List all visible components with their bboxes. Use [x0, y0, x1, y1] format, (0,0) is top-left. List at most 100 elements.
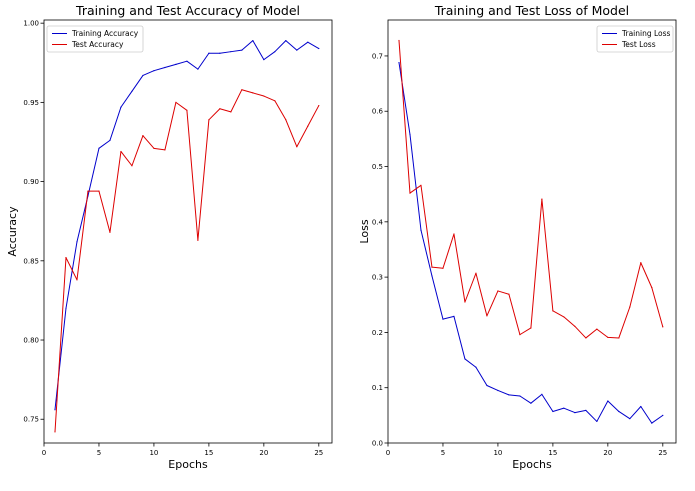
loss-data-point-test-loss [508, 293, 510, 295]
loss-data-point-training-loss [508, 394, 510, 396]
acc-data-point-test-accuracy [252, 92, 254, 94]
acc-data-point-test-accuracy [241, 89, 243, 91]
loss-data-point-test-loss [497, 290, 499, 292]
loss-x-tick-label: 25 [658, 449, 667, 457]
loss-chart-title: Training and Test Loss of Model [434, 3, 629, 18]
acc-data-point-training-accuracy [208, 52, 210, 54]
loss-data-point-training-loss [420, 229, 422, 231]
loss-data-point-training-loss [662, 414, 664, 416]
acc-data-point-test-accuracy [307, 125, 309, 127]
acc-data-point-training-accuracy [263, 59, 265, 61]
acc-data-point-test-accuracy [142, 135, 144, 137]
acc-data-point-test-accuracy [87, 190, 89, 192]
acc-data-point-training-accuracy [296, 49, 298, 51]
loss-x-axis-label: Epochs [512, 458, 552, 471]
loss-y-tick-label: 0.6 [372, 108, 384, 116]
loss-data-point-test-loss [442, 267, 444, 269]
loss-data-point-training-loss [486, 384, 488, 387]
acc-series-line-training-accuracy [54, 40, 320, 410]
loss-data-point-training-loss [618, 410, 620, 413]
acc-data-point-test-accuracy [109, 231, 111, 233]
acc-data-point-training-accuracy [109, 139, 111, 142]
loss-y-axis-label: Loss [358, 219, 371, 243]
acc-x-tick-label: 10 [149, 449, 158, 457]
loss-data-point-test-loss [464, 301, 466, 303]
loss-data-point-training-loss [497, 389, 499, 392]
acc-data-point-training-accuracy [65, 307, 67, 309]
acc-data-point-test-accuracy [131, 165, 133, 167]
acc-data-point-test-accuracy [54, 431, 56, 433]
loss-data-point-training-loss [453, 315, 455, 317]
loss-data-point-training-loss [607, 400, 609, 402]
acc-y-tick-label: 0.80 [23, 337, 39, 345]
loss-series-line-training-loss [398, 62, 664, 424]
loss-data-point-training-loss [475, 366, 477, 368]
acc-data-point-training-accuracy [120, 106, 122, 108]
loss-data-point-training-loss [530, 402, 532, 404]
loss-data-point-test-loss [563, 316, 565, 318]
loss-x-tick-label: 15 [548, 449, 557, 457]
acc-data-point-test-accuracy [120, 150, 122, 153]
acc-chart-title: Training and Test Accuracy of Model [75, 3, 300, 18]
acc-data-point-test-accuracy [219, 108, 221, 110]
loss-x-tick-label: 10 [493, 449, 502, 457]
loss-data-point-test-loss [453, 233, 455, 235]
acc-axes-frame [43, 19, 333, 444]
acc-data-point-test-accuracy [98, 190, 100, 192]
acc-x-axis-label: Epochs [168, 458, 208, 471]
loss-data-point-training-loss [629, 418, 631, 420]
loss-data-point-training-loss [651, 422, 653, 424]
acc-y-tick-label: 0.95 [23, 99, 39, 107]
acc-data-point-training-accuracy [197, 68, 199, 70]
loss-data-point-training-loss [541, 393, 543, 395]
acc-data-point-test-accuracy [197, 239, 199, 241]
loss-data-point-test-loss [574, 325, 576, 327]
acc-data-point-test-accuracy [263, 95, 265, 97]
loss-data-point-training-loss [574, 411, 576, 414]
loss-legend-label: Test Loss [621, 40, 656, 49]
loss-data-point-test-loss [398, 39, 400, 42]
loss-data-point-test-loss [541, 198, 543, 200]
acc-data-point-training-accuracy [131, 90, 133, 92]
acc-data-point-training-accuracy [307, 41, 309, 43]
acc-data-point-test-accuracy [274, 100, 276, 102]
acc-series-line-test-accuracy [54, 89, 320, 432]
loss-y-tick-label: 0.3 [372, 274, 383, 282]
acc-data-point-training-accuracy [252, 39, 254, 42]
loss-series-line-test-loss [398, 40, 664, 339]
acc-data-point-training-accuracy [230, 51, 232, 53]
acc-data-point-training-accuracy [241, 49, 243, 51]
loss-legend-box [596, 25, 674, 53]
loss-data-point-test-loss [409, 192, 411, 194]
loss-data-point-test-loss [519, 334, 521, 336]
loss-data-point-test-loss [431, 266, 433, 268]
acc-y-tick-label: 0.90 [23, 178, 39, 186]
acc-legend-box [46, 25, 144, 53]
loss-y-tick-label: 0.0 [372, 440, 383, 448]
loss-data-point-training-loss [519, 395, 521, 397]
acc-y-tick-label: 0.75 [23, 416, 39, 424]
acc-x-tick-label: 0 [42, 449, 46, 457]
loss-data-point-test-loss [585, 337, 587, 339]
acc-data-point-test-accuracy [186, 109, 188, 111]
acc-data-point-training-accuracy [164, 66, 166, 69]
acc-x-tick-label: 15 [204, 449, 213, 457]
loss-data-point-test-loss [651, 287, 653, 289]
loss-data-point-training-loss [585, 409, 587, 411]
acc-data-point-training-accuracy [318, 47, 320, 50]
loss-legend-label: Training Loss [621, 29, 671, 38]
loss-data-point-training-loss [464, 358, 466, 360]
loss-x-tick-label: 0 [386, 449, 390, 457]
acc-data-point-test-accuracy [208, 119, 210, 121]
loss-y-tick-label: 0.2 [372, 329, 383, 337]
acc-data-point-training-accuracy [98, 147, 100, 149]
acc-data-point-training-accuracy [76, 241, 78, 243]
acc-data-point-test-accuracy [65, 257, 67, 259]
acc-data-point-test-accuracy [175, 101, 177, 103]
loss-y-tick-label: 0.1 [372, 384, 383, 392]
acc-data-point-training-accuracy [54, 409, 56, 411]
acc-data-point-test-accuracy [76, 279, 78, 281]
loss-data-point-test-loss [662, 326, 664, 328]
loss-y-tick-label: 0.7 [372, 52, 383, 60]
